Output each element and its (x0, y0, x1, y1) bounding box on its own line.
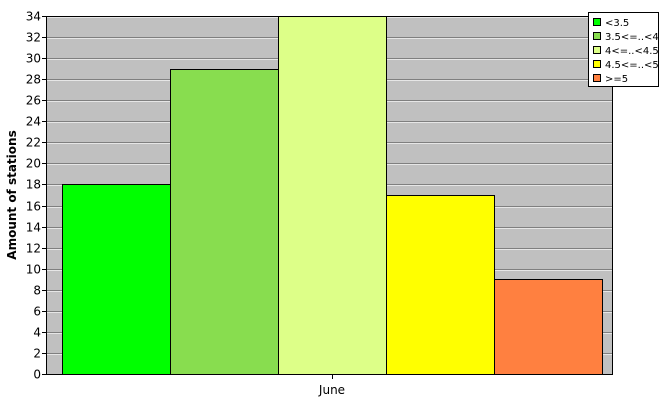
legend-entry: 3.5<=..<4 (605, 32, 659, 43)
bar-1 (62, 184, 171, 375)
legend-swatch (593, 32, 601, 40)
y-tick-label: 12 (26, 242, 41, 256)
legend-entry: 4<=..<4.5 (605, 46, 659, 57)
y-tick-label: 22 (26, 136, 41, 150)
y-tick-label: 26 (26, 94, 41, 108)
bar-4 (386, 195, 495, 375)
legend-swatch (593, 18, 601, 26)
legend-entry: 4.5<=..<5 (605, 60, 659, 71)
bar-5 (494, 279, 603, 375)
bars (62, 16, 603, 375)
legend-entry: >=5 (605, 74, 628, 85)
y-tick-label: 18 (26, 178, 41, 192)
legend-swatch (593, 60, 601, 68)
x-tick-label: June (318, 383, 345, 397)
y-tick-label: 10 (26, 263, 41, 277)
y-tick-label: 0 (33, 368, 41, 382)
y-tick-label: 8 (33, 284, 41, 298)
y-tick-label: 2 (33, 347, 41, 361)
y-tick-label: 34 (26, 10, 41, 24)
legend-entry: <3.5 (605, 18, 629, 29)
legend-swatch (593, 46, 601, 54)
y-tick-label: 32 (26, 31, 41, 45)
bar-3 (278, 16, 387, 375)
y-tick-label: 30 (26, 52, 41, 66)
plot-frame (46, 16, 613, 375)
y-axis-title: Amount of stations (5, 130, 19, 259)
y-tick-label: 6 (33, 305, 41, 319)
y-tick-label: 24 (26, 115, 41, 129)
y-tick-label: 20 (26, 157, 41, 171)
legend-swatch (593, 74, 601, 82)
y-tick-label: 4 (33, 326, 41, 340)
y-tick-label: 16 (26, 200, 41, 214)
bar-2 (170, 69, 279, 375)
x-tick-labels: June (318, 374, 345, 397)
legend: <3.5 3.5<=..<4 4<=..<4.5 4.5<=..<5 >=5 (588, 12, 659, 87)
y-tick-label: 14 (26, 221, 41, 235)
axes (46, 16, 613, 375)
y-tick-label: 28 (26, 73, 41, 87)
